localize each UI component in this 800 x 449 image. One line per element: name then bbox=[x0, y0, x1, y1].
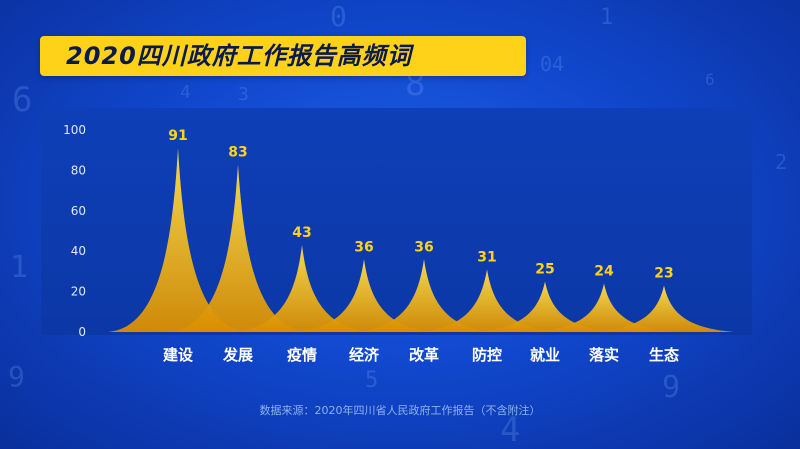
y-tick-label: 40 bbox=[71, 244, 86, 258]
category-label: 疫情 bbox=[287, 346, 317, 364]
peak-生态 bbox=[594, 285, 734, 332]
value-label: 83 bbox=[228, 144, 247, 160]
category-label: 改革 bbox=[409, 346, 439, 364]
y-tick-label: 0 bbox=[78, 325, 86, 339]
peak-就业 bbox=[475, 281, 615, 332]
bg-digit: 2 bbox=[775, 150, 788, 174]
bg-digit: 9 bbox=[662, 370, 681, 405]
peak-落实 bbox=[534, 283, 674, 332]
value-label: 43 bbox=[292, 225, 311, 241]
category-label: 经济 bbox=[349, 346, 380, 364]
bg-digit: 4 bbox=[180, 82, 191, 103]
bg-digit: 6 bbox=[705, 70, 715, 89]
y-tick-label: 20 bbox=[71, 285, 86, 299]
y-axis: 0 20 40 60 80 100 bbox=[63, 123, 86, 339]
category-labels: 建设 发展 疫情 经济 改革 防控 就业 落实 生态 bbox=[163, 346, 679, 364]
value-labels: 91 83 43 36 36 31 25 24 23 bbox=[168, 128, 673, 281]
peak-防控 bbox=[417, 269, 557, 332]
category-label: 发展 bbox=[222, 346, 253, 364]
peak-改革 bbox=[354, 259, 494, 332]
peak-疫情 bbox=[232, 245, 372, 332]
category-label: 生态 bbox=[649, 346, 679, 364]
y-tick-label: 60 bbox=[71, 204, 86, 218]
title-bar bbox=[40, 36, 526, 76]
peak-经济 bbox=[294, 259, 434, 332]
chart-title: 2020四川政府工作报告高频词 bbox=[66, 42, 412, 70]
peak-建设 bbox=[108, 148, 248, 332]
y-tick-label: 100 bbox=[63, 123, 86, 137]
bg-digit: 1 bbox=[600, 5, 614, 30]
bg-digit: 9 bbox=[8, 360, 25, 393]
value-label: 36 bbox=[354, 239, 373, 255]
bg-digit: 04 bbox=[540, 52, 565, 76]
peaks-series bbox=[108, 148, 734, 332]
peak-发展 bbox=[168, 164, 308, 332]
category-label: 就业 bbox=[530, 346, 560, 364]
category-label: 落实 bbox=[589, 346, 619, 364]
bg-digit: 0 bbox=[330, 0, 347, 33]
bg-digit: 3 bbox=[238, 84, 249, 105]
bg-digit: 5 bbox=[365, 368, 379, 393]
bg-digit: 6 bbox=[12, 80, 33, 120]
source-note: 数据来源：2020年四川省人民政府工作报告（不含附注） bbox=[259, 404, 541, 417]
category-label: 建设 bbox=[163, 346, 193, 364]
y-tick-label: 80 bbox=[71, 163, 86, 177]
value-label: 25 bbox=[535, 262, 554, 278]
bg-digit: 4 bbox=[500, 410, 521, 449]
bg-digit: 1 bbox=[10, 250, 29, 285]
value-label: 31 bbox=[477, 249, 496, 265]
value-label: 23 bbox=[654, 266, 673, 282]
value-label: 24 bbox=[594, 264, 614, 280]
value-label: 91 bbox=[168, 128, 187, 144]
value-label: 36 bbox=[414, 239, 433, 255]
category-label: 防控 bbox=[472, 346, 502, 364]
